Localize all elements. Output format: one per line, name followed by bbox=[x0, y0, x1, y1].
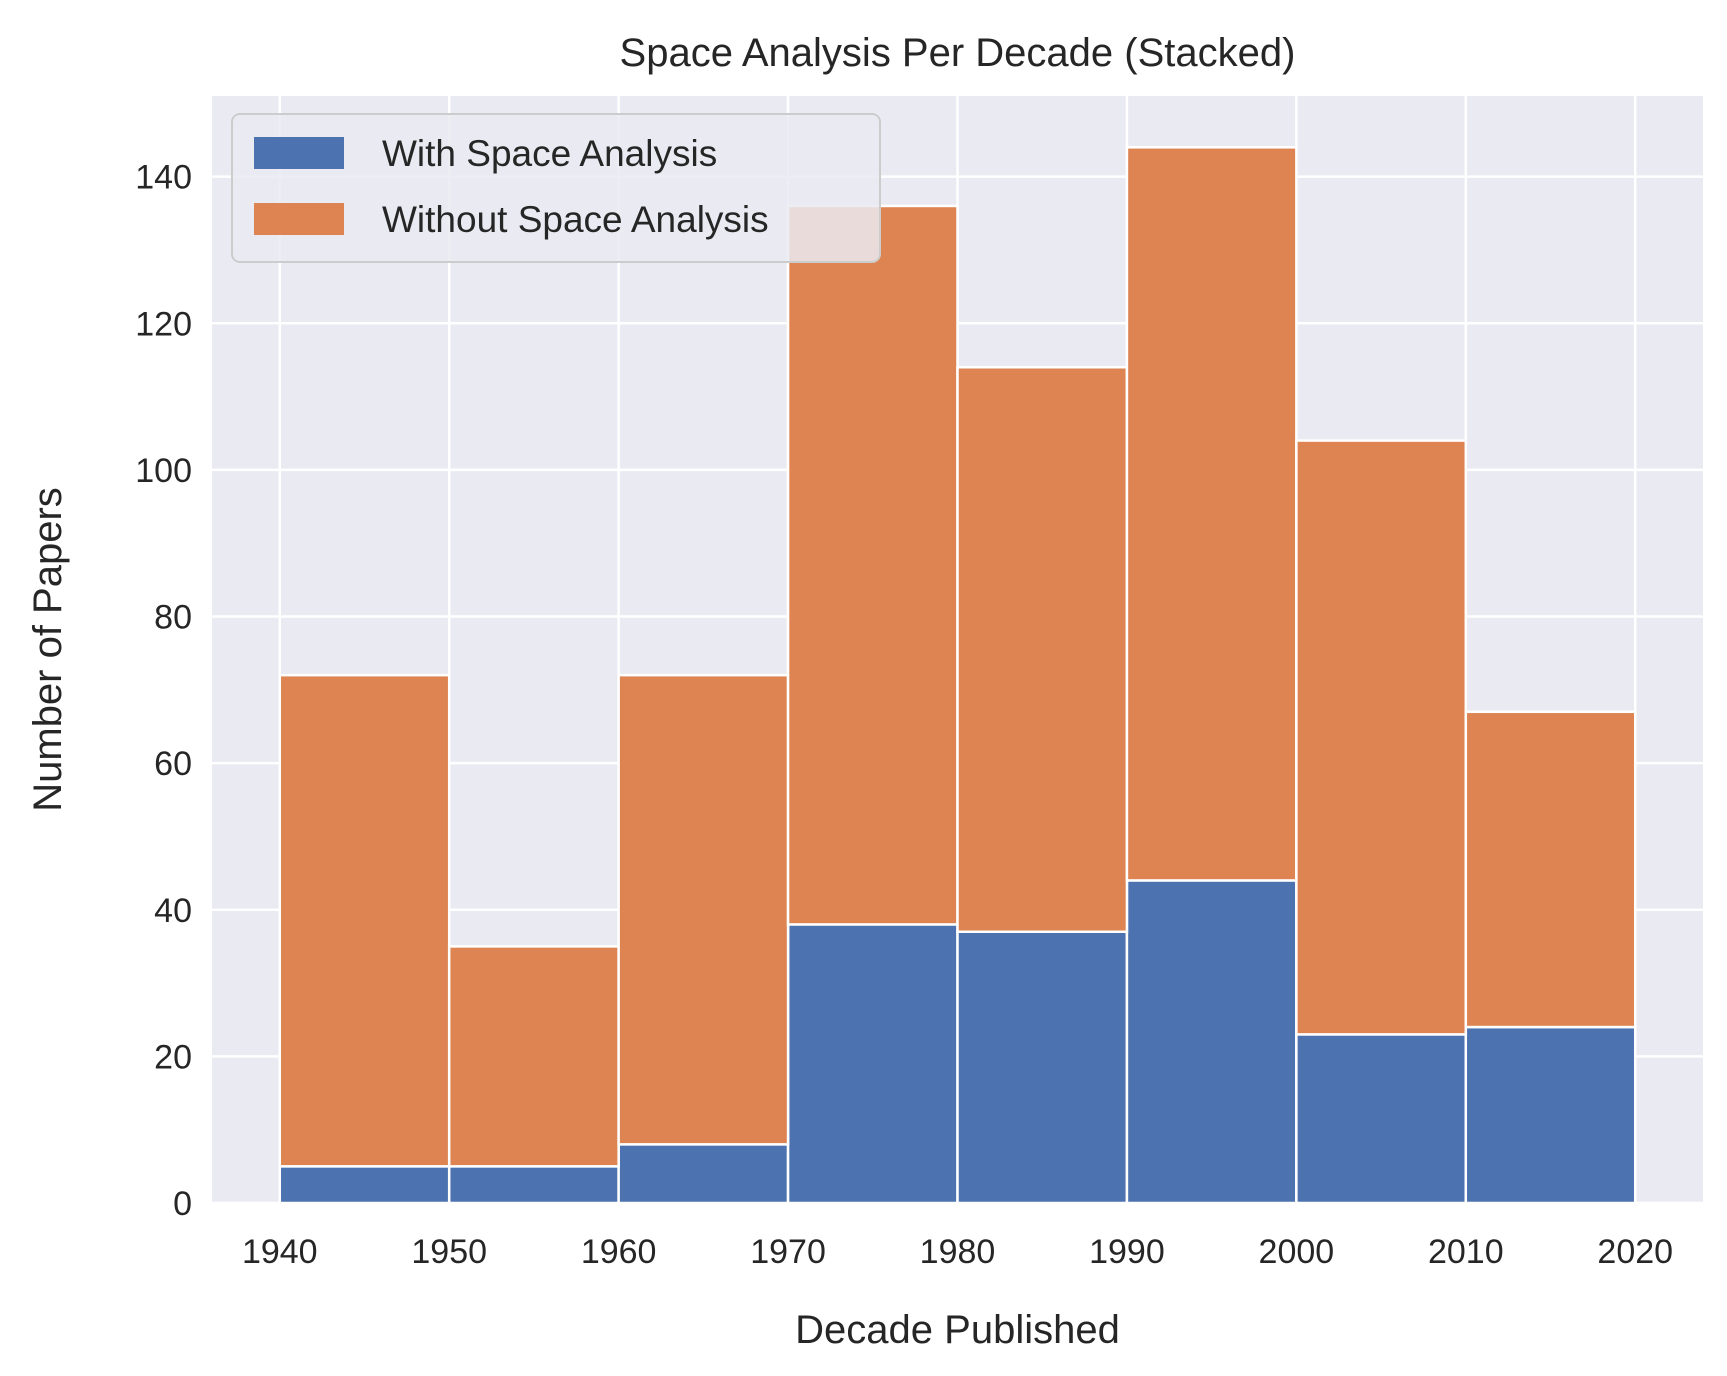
y-tick-label: 0 bbox=[173, 1185, 192, 1223]
legend: With Space Analysis Without Space Analys… bbox=[231, 113, 881, 263]
x-tick-label: 1980 bbox=[920, 1233, 996, 1271]
y-tick-label: 100 bbox=[135, 452, 192, 490]
y-tick-label: 40 bbox=[154, 892, 192, 930]
y-tick-label: 80 bbox=[154, 599, 192, 637]
bar-without-space-analysis-1960 bbox=[617, 673, 790, 1146]
x-tick-label: 1940 bbox=[242, 1233, 318, 1271]
x-axis-label: Decade Published bbox=[795, 1308, 1120, 1352]
x-tick-labels: 1940 1950 1960 1970 1980 1990 2000 2010 2020 bbox=[242, 1233, 1673, 1271]
bar-without-space-analysis-1950 bbox=[447, 945, 620, 1168]
bar-without-space-analysis-1990 bbox=[1125, 146, 1298, 882]
x-tick-label: 2010 bbox=[1428, 1233, 1504, 1271]
y-tick-label: 20 bbox=[154, 1038, 192, 1076]
legend-label-without-space-analysis: Without Space Analysis bbox=[382, 199, 769, 240]
x-tick-label: 2000 bbox=[1259, 1233, 1335, 1271]
legend-label-with-space-analysis: With Space Analysis bbox=[382, 133, 717, 174]
x-tick-label: 2020 bbox=[1597, 1233, 1673, 1271]
legend-swatch-without-space-analysis bbox=[254, 203, 344, 235]
bar-with-space-analysis-1980 bbox=[956, 930, 1129, 1205]
bar-with-space-analysis-1940 bbox=[278, 1165, 451, 1205]
x-tick-label: 1970 bbox=[750, 1233, 826, 1271]
bar-with-space-analysis-2000 bbox=[1295, 1033, 1468, 1205]
legend-box bbox=[231, 113, 881, 263]
bar-without-space-analysis-2000 bbox=[1295, 439, 1468, 1036]
bar-with-space-analysis-2010 bbox=[1464, 1025, 1637, 1205]
y-tick-label: 140 bbox=[135, 159, 192, 197]
x-tick-label: 1990 bbox=[1089, 1233, 1165, 1271]
chart-title: Space Analysis Per Decade (Stacked) bbox=[620, 31, 1296, 75]
y-tick-label: 60 bbox=[154, 745, 192, 783]
bar-without-space-analysis-1970 bbox=[786, 204, 959, 926]
bar-without-space-analysis-2010 bbox=[1464, 710, 1637, 1029]
legend-swatch-with-space-analysis bbox=[254, 137, 344, 169]
bar-with-space-analysis-1950 bbox=[447, 1165, 620, 1205]
x-tick-label: 1950 bbox=[411, 1233, 487, 1271]
bar-with-space-analysis-1970 bbox=[786, 923, 959, 1205]
bar-with-space-analysis-1990 bbox=[1125, 879, 1298, 1205]
y-tick-label: 120 bbox=[135, 305, 192, 343]
y-axis-label: Number of Papers bbox=[26, 487, 70, 812]
bar-without-space-analysis-1980 bbox=[956, 366, 1129, 933]
x-tick-label: 1960 bbox=[581, 1233, 657, 1271]
bars bbox=[278, 146, 1637, 1205]
bar-without-space-analysis-1940 bbox=[278, 673, 451, 1168]
y-tick-labels: 0 20 40 60 80 100 120 140 bbox=[135, 159, 192, 1223]
bar-with-space-analysis-1960 bbox=[617, 1143, 790, 1205]
